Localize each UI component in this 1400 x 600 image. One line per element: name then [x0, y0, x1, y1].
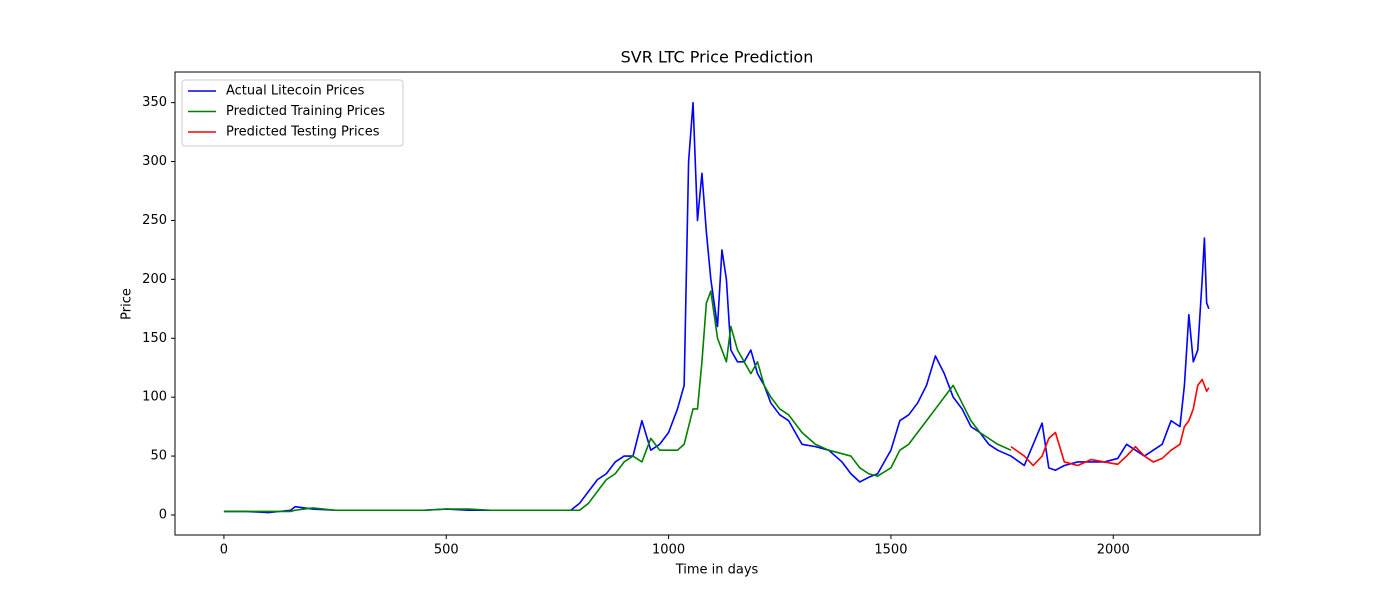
y-tick-label: 150 — [142, 331, 167, 346]
y-tick-label: 50 — [150, 449, 167, 464]
x-tick-label: 0 — [220, 543, 228, 558]
y-tick-label: 300 — [142, 154, 167, 169]
legend-label: Actual Litecoin Prices — [226, 84, 365, 99]
y-tick-label: 250 — [142, 213, 167, 228]
y-tick-label: 100 — [142, 390, 167, 405]
data-line — [223, 290, 1012, 513]
chart-title: SVR LTC Price Prediction — [621, 48, 814, 67]
y-tick-label: 0 — [159, 507, 167, 522]
legend-label: Predicted Training Prices — [226, 104, 385, 119]
y-tick-label: 200 — [142, 272, 167, 287]
x-axis-label: Time in days — [675, 563, 759, 578]
x-tick-label: 1000 — [652, 543, 685, 558]
x-tick-label: 500 — [434, 543, 459, 558]
legend-box — [181, 79, 404, 147]
data-line — [1010, 378, 1210, 467]
legend-label: Predicted Testing Prices — [226, 125, 380, 140]
y-tick-label: 350 — [142, 95, 167, 110]
x-tick-label: 2000 — [1097, 543, 1130, 558]
plot-frame — [174, 71, 1261, 536]
x-tick-label: 1500 — [874, 543, 907, 558]
y-axis-label: Price — [120, 288, 135, 320]
